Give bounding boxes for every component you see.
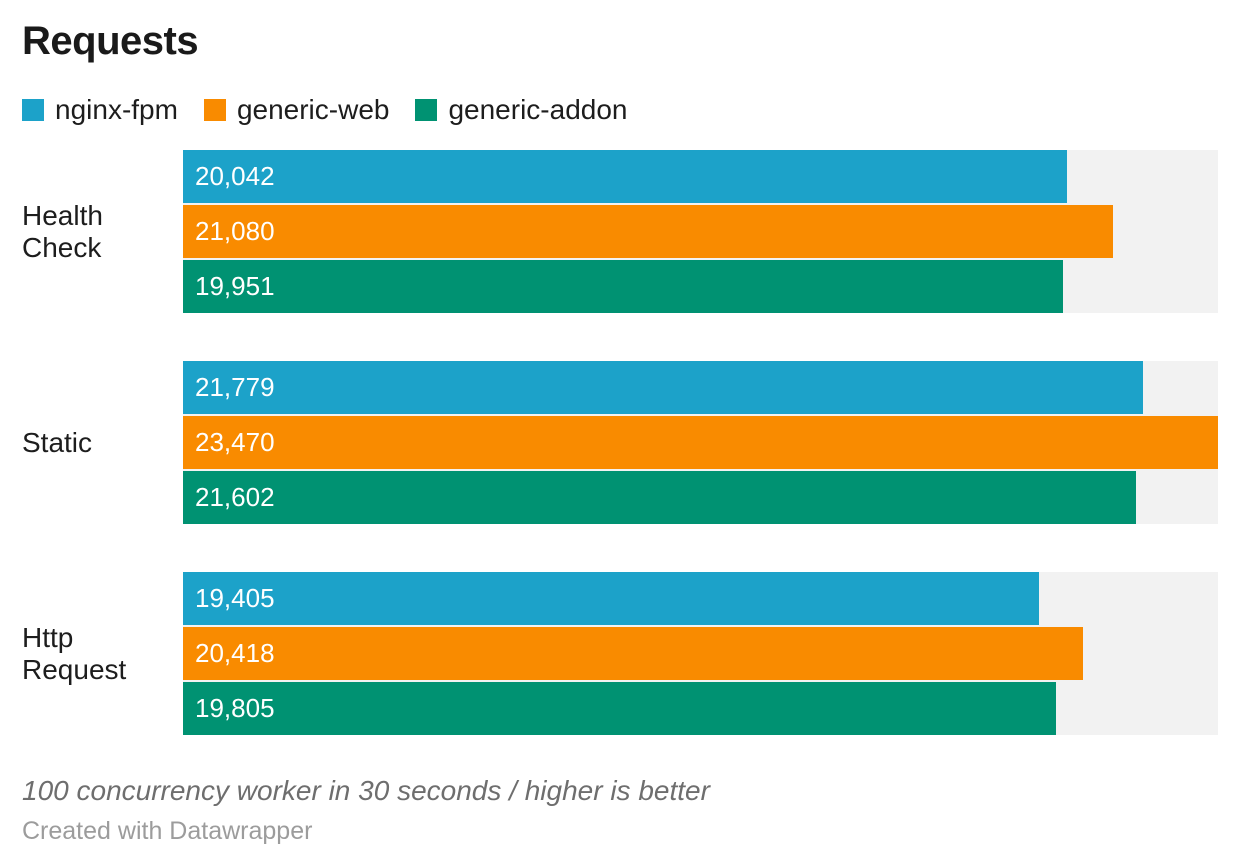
legend-item-nginx-fpm: nginx-fpm — [22, 96, 178, 124]
footer-note: 100 concurrency worker in 30 seconds / h… — [22, 775, 710, 806]
chart: Health Check 20,042 21,080 19,951 Static 21,7… — [22, 150, 1218, 735]
bar-value-label: 21,779 — [195, 372, 275, 402]
bar-value-label: 23,470 — [195, 427, 275, 457]
legend: nginx-fpm generic-web generic-addon — [22, 96, 1218, 124]
bar-nginx-fpm: 19,405 — [183, 572, 1039, 625]
category-label: Health Check — [22, 199, 103, 263]
footer-byline: Created with Datawrapper — [22, 817, 313, 845]
bar-generic-web: 21,080 — [183, 205, 1113, 258]
bar-value-label: 20,418 — [195, 638, 275, 668]
bar-group-health-check: Health Check 20,042 21,080 19,951 — [22, 150, 1218, 313]
bar-track: 20,042 21,080 19,951 — [183, 150, 1218, 313]
bar-value-label: 21,602 — [195, 482, 275, 512]
bar-nginx-fpm: 20,042 — [183, 150, 1067, 203]
category-label: Http Request — [22, 621, 127, 685]
legend-item-generic-web: generic-web — [203, 94, 390, 125]
bar-generic-web: 23,470 — [183, 416, 1218, 469]
bar-value-label: 20,042 — [195, 161, 275, 191]
category-label: Static — [22, 426, 93, 458]
bar-track: 19,405 20,418 19,805 — [183, 572, 1218, 735]
bar-track: 21,779 23,470 21,602 — [183, 361, 1218, 524]
legend-label: nginx-fpm — [55, 94, 178, 125]
legend-item-generic-addon: generic-addon — [415, 94, 628, 125]
legend-label: generic-addon — [448, 94, 628, 125]
bar-value-label: 19,951 — [195, 271, 275, 301]
bar-generic-web: 20,418 — [183, 627, 1084, 680]
legend-swatch-icon — [415, 99, 438, 121]
bar-group-static: Static 21,779 23,470 21,602 — [22, 361, 1218, 524]
legend-swatch-icon — [22, 99, 44, 121]
chart-title: Requests — [22, 19, 199, 63]
bar-group-http-request: Http Request 19,405 20,418 19,805 — [22, 572, 1218, 735]
bar-value-label: 21,080 — [195, 216, 275, 246]
bar-value-label: 19,805 — [195, 693, 275, 723]
bar-generic-addon: 19,805 — [183, 682, 1057, 735]
legend-label: generic-web — [236, 94, 390, 125]
bar-generic-addon: 21,602 — [183, 471, 1136, 524]
bar-value-label: 19,405 — [195, 583, 275, 613]
bar-nginx-fpm: 21,779 — [183, 361, 1144, 414]
bar-generic-addon: 19,951 — [183, 260, 1063, 313]
legend-swatch-icon — [203, 99, 226, 121]
